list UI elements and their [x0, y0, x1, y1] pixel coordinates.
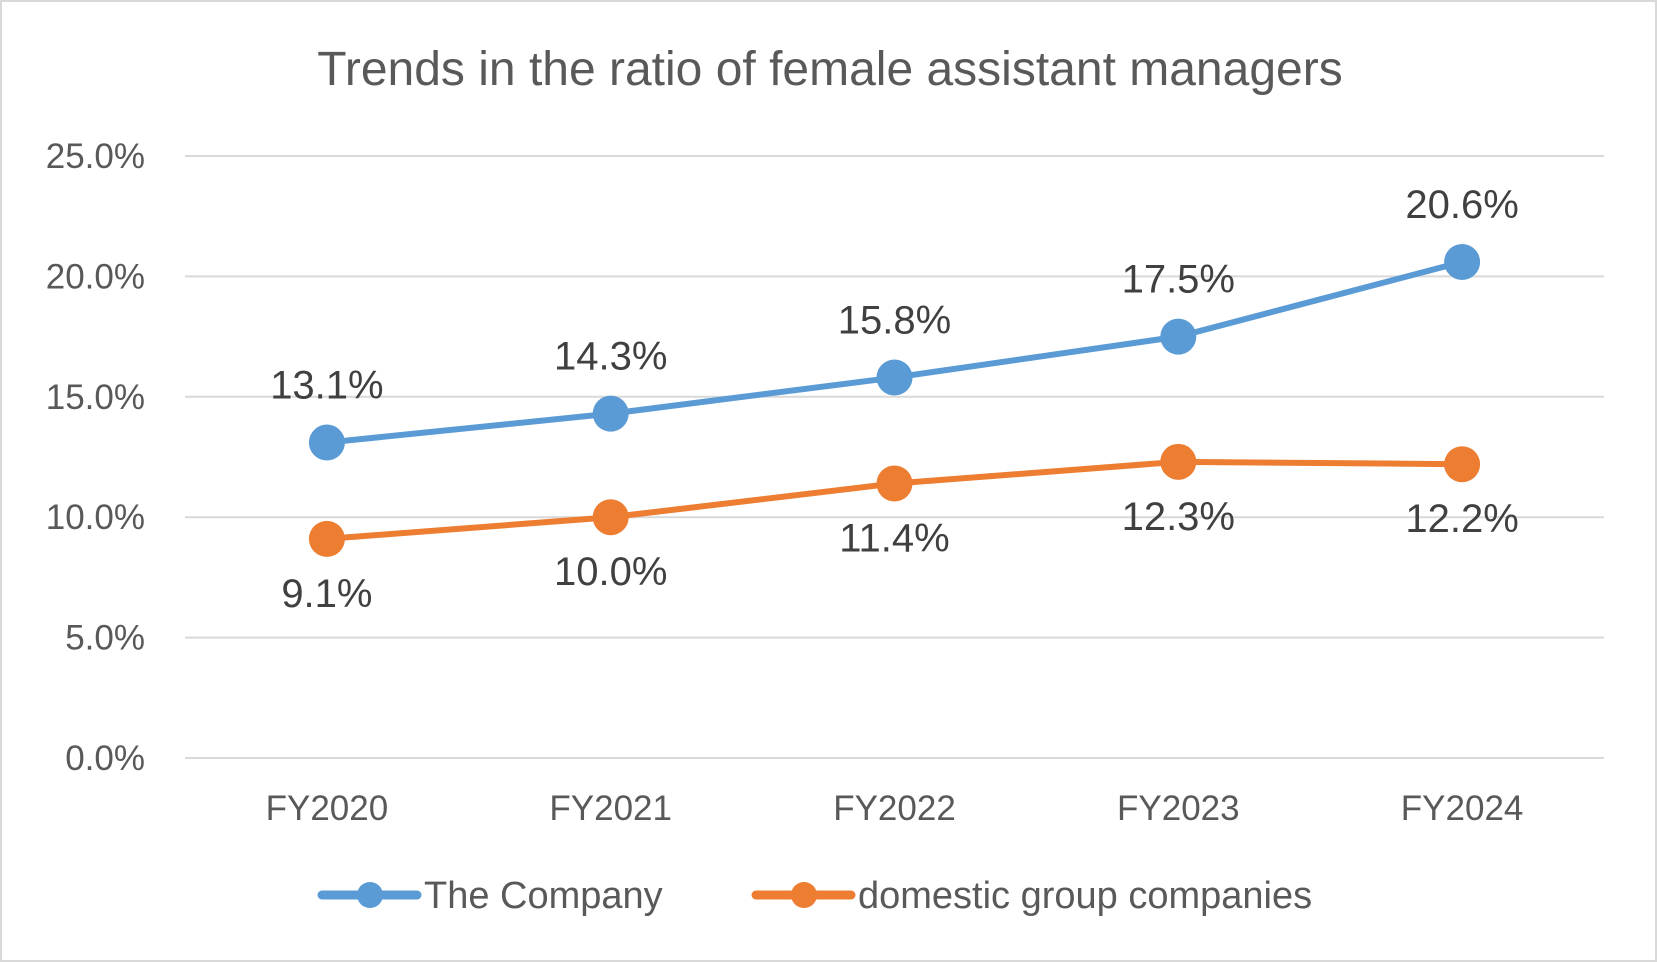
data-point: [308, 424, 345, 461]
data-label: 17.5%: [1122, 258, 1235, 302]
y-tick-label: 25.0%: [46, 137, 145, 176]
legend-label: domestic group companies: [858, 875, 1312, 917]
data-label: 9.1%: [281, 572, 372, 616]
y-tick-label: 0.0%: [65, 739, 145, 778]
data-point: [308, 520, 345, 557]
y-tick-label: 20.0%: [46, 257, 145, 296]
data-label: 14.3%: [554, 335, 667, 379]
data-point: [1160, 318, 1197, 355]
y-tick-label: 15.0%: [46, 378, 145, 417]
chart-title: Trends in the ratio of female assistant …: [317, 43, 1342, 96]
data-point: [1160, 443, 1197, 480]
data-point: [1444, 243, 1481, 280]
x-tick-label: FY2020: [266, 789, 389, 828]
data-point: [876, 359, 913, 396]
data-label: 11.4%: [839, 516, 949, 560]
data-point: [1444, 446, 1481, 483]
data-label: 12.3%: [1122, 495, 1235, 539]
data-label: 10.0%: [554, 550, 667, 594]
y-tick-label: 10.0%: [46, 498, 145, 537]
data-point: [876, 465, 913, 502]
legend-marker-icon: [791, 882, 817, 908]
legend-marker-icon: [357, 882, 383, 908]
x-tick-label: FY2024: [1401, 789, 1524, 828]
data-label: 12.2%: [1405, 497, 1518, 541]
data-label: 13.1%: [270, 364, 383, 408]
series-line: [323, 258, 1466, 446]
data-point: [592, 395, 629, 432]
x-tick-label: FY2021: [549, 789, 672, 828]
data-label: 15.8%: [838, 299, 951, 343]
y-tick-label: 5.0%: [65, 619, 145, 658]
x-tick-label: FY2023: [1117, 789, 1240, 828]
legend-label: The Company: [424, 875, 663, 917]
data-label: 20.6%: [1405, 183, 1518, 227]
x-tick-label: FY2022: [833, 789, 956, 828]
data-point: [592, 499, 629, 536]
